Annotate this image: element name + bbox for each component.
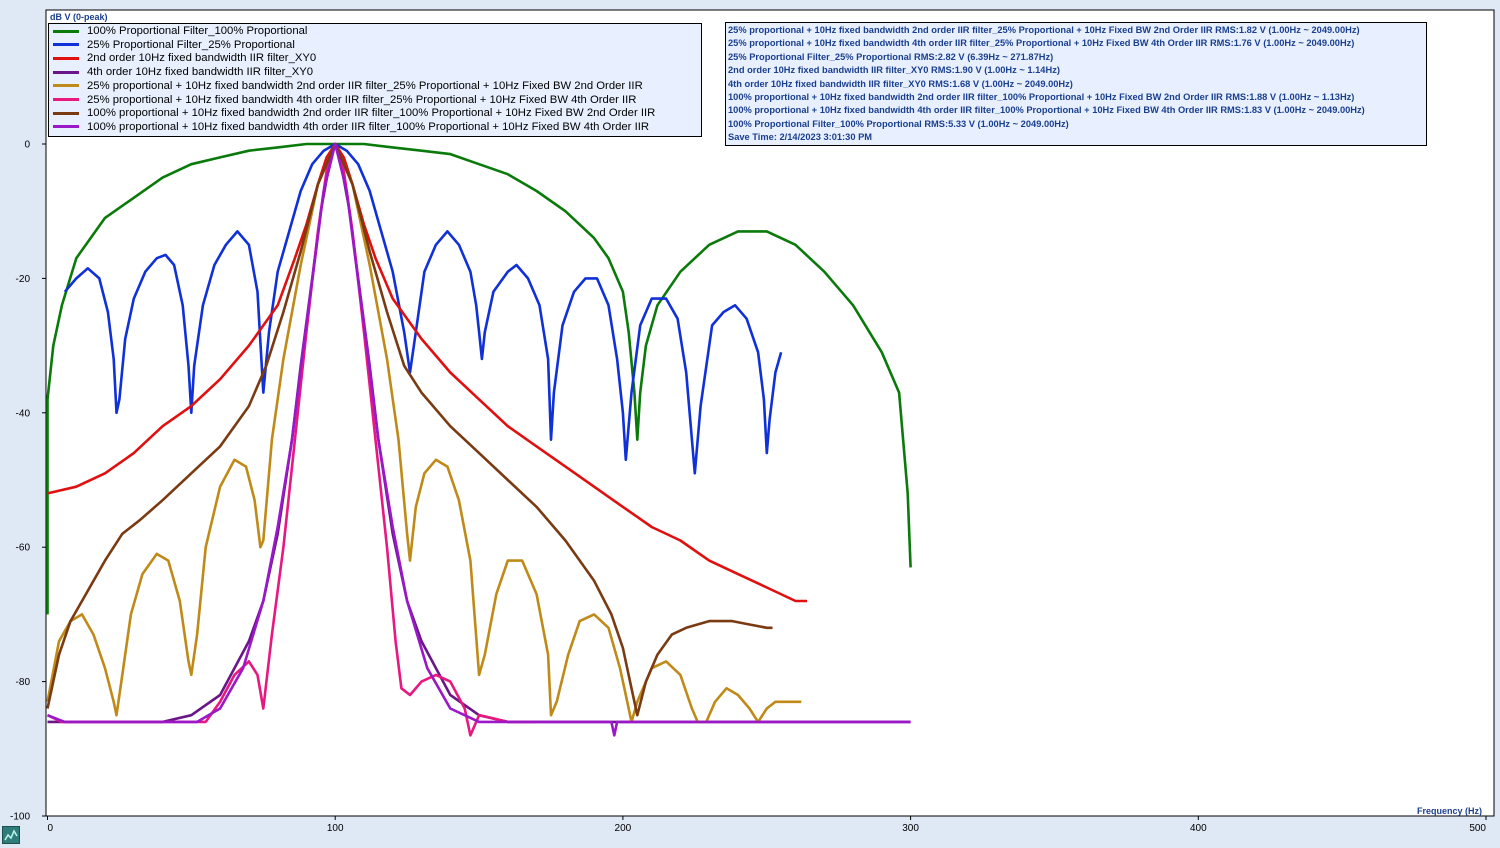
y-tick-label: -80 [16, 677, 31, 688]
x-tick-label: 100 [327, 823, 344, 834]
legend-label: 25% proportional + 10Hz fixed bandwidth … [87, 93, 637, 106]
series-lines [46, 142, 912, 737]
y-tick-label: -60 [16, 543, 31, 554]
legend-item[interactable]: 2nd order 10Hz fixed bandwidth IIR filte… [53, 52, 316, 66]
x-tick-label: 500 [1469, 823, 1486, 834]
legend-item[interactable]: 25% proportional + 10Hz fixed bandwidth … [53, 80, 643, 94]
legend-label: 100% proportional + 10Hz fixed bandwidth… [87, 107, 656, 120]
rms-info-box: 25% proportional + 10Hz fixed bandwidth … [725, 22, 1427, 146]
legend: 100% Proportional Filter_100% Proportion… [48, 23, 702, 137]
legend-swatch [53, 29, 79, 33]
y-tick-label: 0 [24, 140, 30, 151]
legend-swatch [53, 70, 79, 74]
legend-item[interactable]: 100% proportional + 10Hz fixed bandwidth… [53, 121, 649, 135]
legend-item[interactable]: 100% Proportional Filter_100% Proportion… [53, 25, 307, 39]
legend-label: 2nd order 10Hz fixed bandwidth IIR filte… [87, 52, 317, 65]
rms-line: 100% proportional + 10Hz fixed bandwidth… [728, 92, 1355, 102]
rms-line: 100% Proportional Filter_100% Proportion… [728, 118, 1069, 129]
chart-icon[interactable] [2, 826, 20, 844]
series-line[interactable] [47, 142, 911, 737]
rms-line: 25% Proportional Filter_25% Proportional… [728, 51, 1054, 62]
rms-line: 4th order 10Hz fixed bandwidth IIR filte… [728, 78, 1073, 89]
legend-item[interactable]: 100% proportional + 10Hz fixed bandwidth… [53, 107, 655, 121]
legend-label: 100% Proportional Filter_100% Proportion… [87, 25, 308, 37]
legend-item[interactable]: 4th order 10Hz fixed bandwidth IIR filte… [53, 66, 313, 80]
y-ticks: 0 -20 -40 -60 -80 -100 [10, 140, 46, 823]
x-tick-label: 0 [48, 823, 54, 834]
legend-label: 25% proportional + 10Hz fixed bandwidth … [87, 79, 643, 92]
legend-label: 25% Proportional Filter_25% Proportional [87, 38, 295, 51]
series-line[interactable] [46, 142, 912, 615]
legend-swatch [53, 84, 79, 88]
rms-line: 100% proportional + 10Hz fixed bandwidth… [728, 105, 1365, 116]
y-tick-label: -40 [16, 408, 31, 419]
legend-item[interactable]: 25% proportional + 10Hz fixed bandwidth … [53, 94, 636, 108]
x-tick-label: 200 [615, 823, 632, 834]
save-time: Save Time: 2/14/2023 3:01:30 PM [728, 132, 873, 143]
rms-line: 25% proportional + 10Hz fixed bandwidth … [728, 38, 1355, 49]
series-line[interactable] [46, 142, 802, 724]
series-line[interactable] [63, 142, 783, 475]
legend-swatch [53, 98, 79, 102]
legend-label: 100% proportional + 10Hz fixed bandwidth… [87, 120, 649, 133]
legend-swatch [53, 43, 79, 47]
rms-line: 25% proportional + 10Hz fixed bandwidth … [728, 25, 1360, 35]
legend-swatch [53, 125, 79, 129]
legend-item[interactable]: 25% Proportional Filter_25% Proportional [53, 39, 295, 53]
x-tick-label: 300 [902, 823, 919, 834]
x-axis-label: Frequency (Hz) [1417, 806, 1482, 816]
series-line[interactable] [46, 142, 537, 737]
legend-swatch [53, 111, 79, 115]
x-tick-label: 400 [1190, 823, 1207, 834]
y-tick-label: -20 [16, 274, 31, 285]
y-tick-label: -100 [10, 812, 30, 823]
x-ticks: 0 100 200 300 400 500 [47, 816, 1487, 834]
y-axis-label: dB V (0-peak) [50, 12, 108, 22]
series-line[interactable] [47, 142, 808, 603]
rms-line: 2nd order 10Hz fixed bandwidth IIR filte… [728, 65, 1060, 76]
legend-swatch [53, 56, 79, 60]
series-line[interactable] [46, 142, 773, 717]
legend-label: 4th order 10Hz fixed bandwidth IIR filte… [87, 66, 314, 79]
